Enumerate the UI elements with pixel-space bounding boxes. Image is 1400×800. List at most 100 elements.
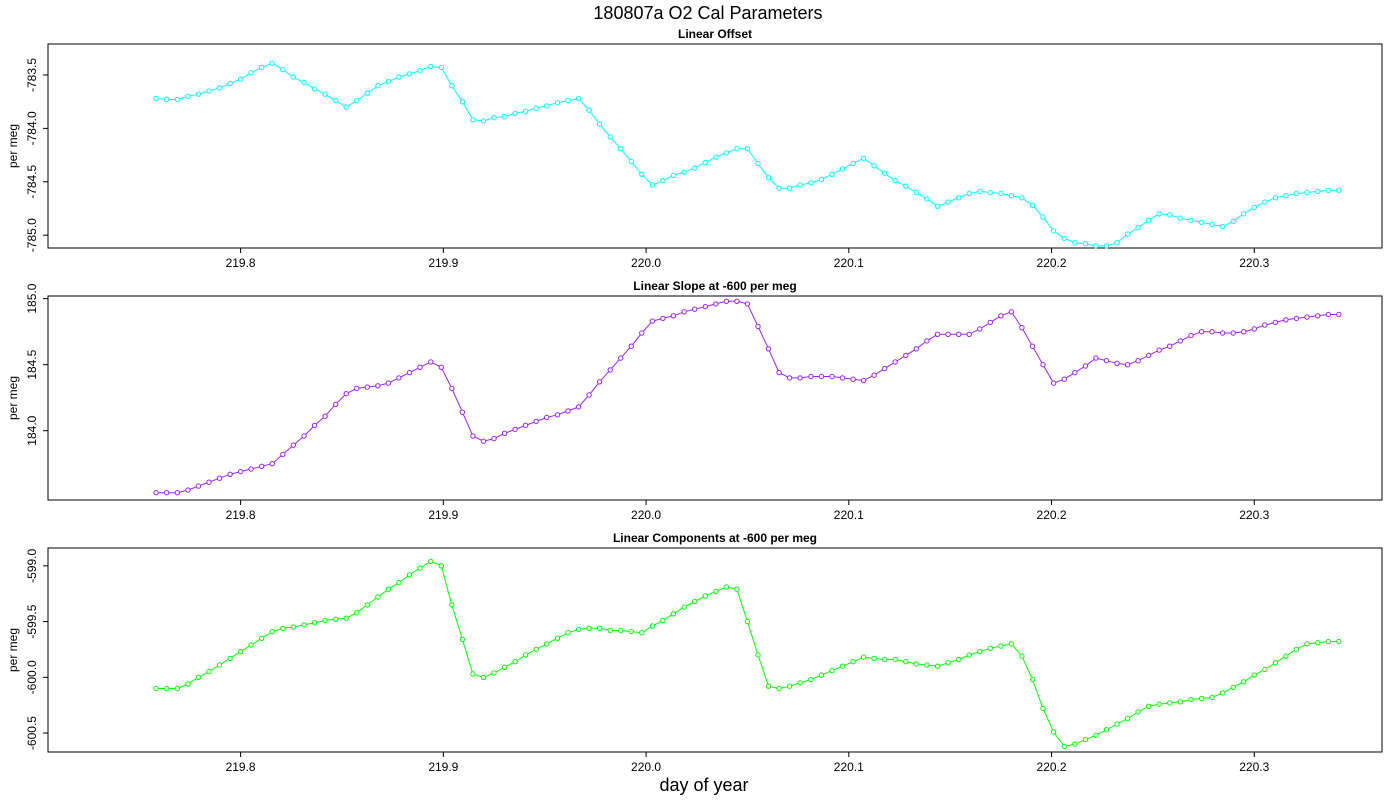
data-point — [153, 685, 159, 692]
data-point — [364, 602, 370, 608]
data-point — [185, 93, 191, 100]
data-point — [765, 683, 772, 689]
x-tick-label: 219.9 — [428, 760, 458, 774]
data-point — [1293, 315, 1300, 322]
data-point — [459, 409, 466, 415]
data-point — [195, 674, 202, 680]
data-point — [818, 176, 825, 183]
data-point — [522, 422, 529, 429]
data-point — [808, 676, 814, 683]
data-point — [1198, 219, 1205, 226]
data-point — [1029, 202, 1036, 209]
data-point — [301, 79, 307, 86]
data-point — [681, 309, 687, 315]
data-point — [259, 635, 265, 641]
data-point — [681, 604, 687, 610]
data-point — [639, 171, 645, 178]
data-point — [723, 584, 730, 590]
data-point — [163, 685, 170, 692]
data-point — [1061, 743, 1068, 750]
data-point — [301, 622, 307, 628]
data-point — [1135, 225, 1141, 231]
data-point — [1188, 332, 1194, 339]
data-point — [1050, 729, 1057, 735]
data-point — [1050, 380, 1057, 386]
data-point — [248, 70, 254, 76]
data-point — [934, 331, 941, 337]
data-point — [607, 367, 613, 373]
data-point — [311, 620, 318, 626]
data-point — [396, 375, 402, 381]
series-line — [156, 62, 1339, 247]
data-point — [850, 160, 856, 167]
data-point — [1283, 317, 1289, 323]
data-point — [839, 375, 846, 381]
data-point — [216, 662, 223, 668]
data-point — [786, 683, 793, 689]
data-point — [1304, 189, 1310, 196]
data-point — [818, 373, 825, 380]
data-point — [1325, 311, 1332, 318]
data-point — [512, 426, 518, 433]
data-point — [797, 680, 803, 686]
data-point — [913, 189, 919, 196]
data-point — [1103, 727, 1110, 733]
data-point — [533, 105, 539, 111]
data-point — [322, 413, 328, 419]
data-point — [734, 586, 740, 592]
data-point — [533, 418, 539, 425]
data-point — [1336, 311, 1342, 318]
data-point — [839, 166, 846, 172]
data-point — [248, 642, 254, 648]
data-point — [1209, 329, 1215, 335]
x-tick-label: 220.3 — [1239, 256, 1269, 270]
data-point — [417, 364, 423, 370]
data-point — [1293, 190, 1300, 197]
data-point — [195, 91, 202, 97]
data-point — [248, 466, 254, 472]
data-point — [860, 654, 867, 660]
data-point — [1251, 326, 1258, 332]
data-point — [512, 110, 518, 117]
data-point — [237, 649, 244, 655]
data-point — [216, 85, 223, 91]
data-point — [808, 373, 814, 380]
x-tick-label: 220.0 — [631, 508, 661, 522]
data-point — [797, 182, 803, 188]
data-point — [1072, 369, 1078, 376]
data-point — [607, 627, 613, 634]
x-tick-label: 219.9 — [428, 508, 458, 522]
data-point — [628, 628, 634, 635]
data-point — [1198, 695, 1205, 702]
data-point — [565, 408, 571, 414]
data-point — [185, 681, 191, 687]
data-point — [934, 663, 941, 669]
data-point — [1082, 363, 1089, 369]
data-point — [1315, 313, 1321, 319]
data-point — [1209, 221, 1215, 228]
data-point — [755, 323, 761, 330]
series-group — [153, 60, 1342, 249]
data-point — [1082, 737, 1089, 743]
data-point — [681, 169, 687, 175]
data-point — [227, 655, 233, 662]
data-point — [1008, 193, 1015, 199]
data-point — [1241, 679, 1247, 685]
data-point — [491, 670, 497, 676]
figure-title: 180807a O2 Cal Parameters — [593, 3, 822, 23]
data-point — [818, 672, 825, 678]
data-point — [892, 656, 898, 663]
data-point — [1019, 653, 1025, 659]
data-point — [428, 63, 434, 70]
data-point — [1272, 660, 1279, 666]
x-tick-label: 220.0 — [631, 256, 661, 270]
data-point — [945, 660, 951, 666]
data-point — [829, 667, 835, 674]
data-point — [628, 158, 634, 165]
data-point — [956, 656, 962, 663]
data-point — [924, 662, 930, 668]
data-point — [1304, 641, 1310, 647]
series-line — [156, 300, 1339, 494]
plot-frame — [47, 547, 1383, 753]
data-point — [797, 375, 803, 381]
